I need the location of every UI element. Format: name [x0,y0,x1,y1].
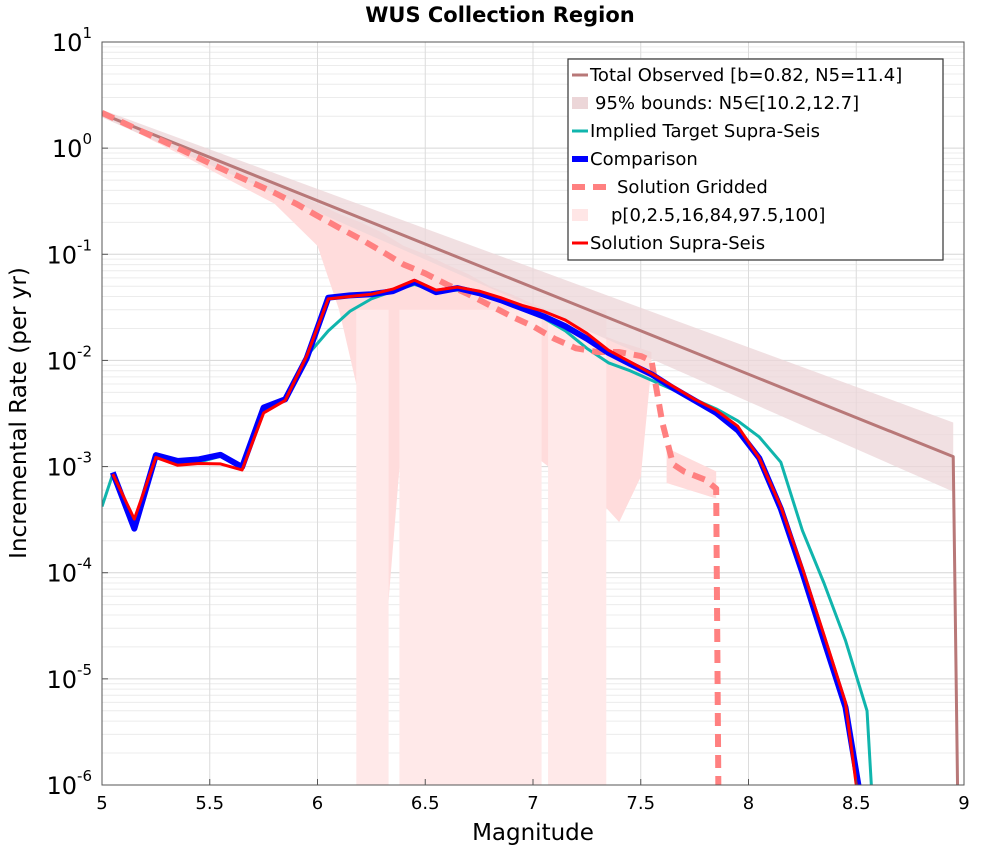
y-tick-label: 10-3 [46,449,92,482]
total-observed-line [102,112,960,785]
legend-label: Solution Gridded [617,177,768,198]
y-tick-label: 10-5 [46,661,92,694]
y-tick-label: 10-4 [46,555,92,588]
y-tick-label: 10-2 [46,342,92,375]
x-tick-label: 8.5 [842,793,871,814]
chart-title: WUS Collection Region [365,3,635,27]
y-tick-base: 10 [46,347,77,375]
y-tick-base: 10 [46,454,77,482]
y-tick-exponent: 0 [82,130,92,148]
y-tick-base: 10 [46,560,77,588]
gridded-fractile-band [356,309,389,785]
y-tick-exponent: 1 [82,24,92,42]
y-tick-exponent: -5 [77,661,92,679]
series-lines [102,110,960,785]
x-tick-label: 8 [743,793,754,814]
legend-swatch [572,209,588,221]
y-tick-exponent: -2 [77,342,92,360]
legend-label: Comparison [590,149,698,170]
legend-label: p[0,2.5,16,84,97.5,100] [611,205,825,226]
solution-supra-seis-line [111,278,858,785]
x-tick-label: 7 [527,793,538,814]
solution-gridded-line [102,110,722,785]
x-tick-label: 7.5 [626,793,655,814]
y-tick-exponent: -6 [77,767,92,785]
y-tick-label: 100 [52,130,92,163]
x-axis-label: Magnitude [472,820,594,846]
y-tick-exponent: -1 [77,236,92,254]
bands [102,109,954,785]
x-tick-label: 5.5 [195,793,224,814]
x-ticks: 5 5.5 6 6.5 7 7.5 8 8.5 9 [96,779,970,814]
legend-label: Total Observed [b=0.82, N5=11.4] [589,65,902,86]
legend-swatch [572,97,588,109]
y-tick-exponent: -3 [77,449,92,467]
gridded-fractile-band [666,447,717,499]
y-tick-base: 10 [46,666,77,694]
y-axis-label: Incremental Rate (per yr) [6,267,32,559]
x-tick-label: 6 [312,793,323,814]
y-tick-label: 10-6 [46,767,92,800]
y-tick-base: 10 [46,241,77,269]
y-tick-label: 10-1 [46,236,92,269]
x-tick-label: 9 [958,793,969,814]
y-tick-exponent: -4 [77,555,92,573]
gridded-fractile-band [548,309,607,785]
x-tick-label: 5 [96,793,107,814]
y-tick-base: 10 [52,135,83,163]
comparison-line [109,278,862,785]
legend-label: Implied Target Supra-Seis [590,121,820,142]
bounds-band [102,109,954,492]
y-tick-base: 10 [52,29,83,57]
x-tick-label: 6.5 [411,793,440,814]
legend-box [567,58,944,261]
gridded-fractile-band [399,309,542,785]
legend-label: Solution Supra-Seis [590,233,765,254]
y-tick-base: 10 [46,772,77,800]
legend: Total Observed [b=0.82, N5=11.4] 95% boun… [567,58,944,261]
legend-label: 95% bounds: N5∈[10.2,12.7] [595,93,859,114]
y-tick-label: 101 [52,24,92,57]
